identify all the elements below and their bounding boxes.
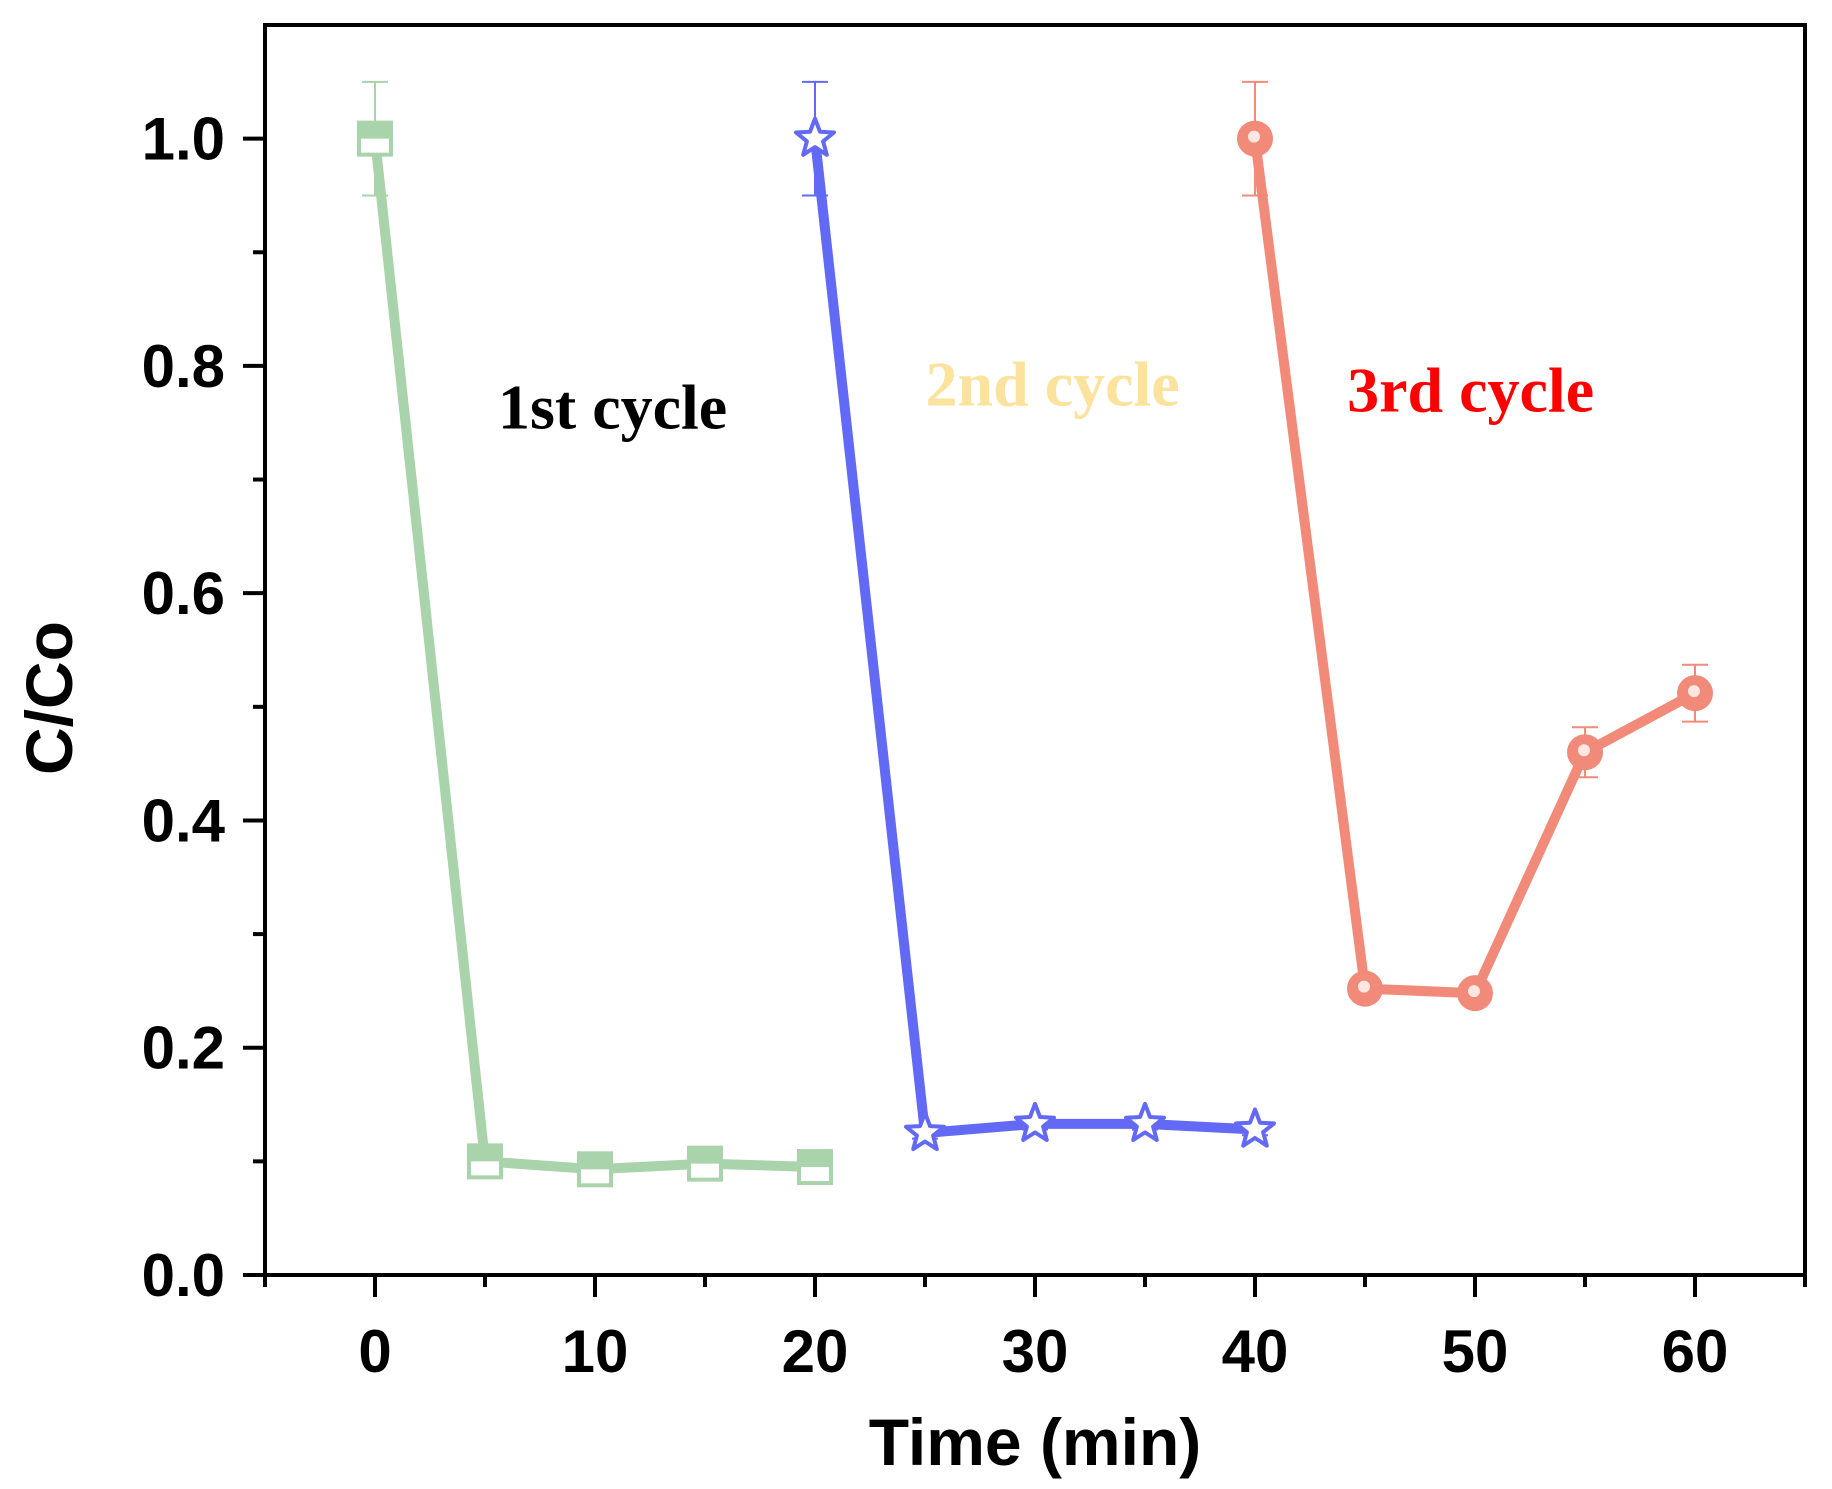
square-marker-fill bbox=[359, 122, 391, 139]
cycle-annotation: 1st cycle bbox=[498, 371, 727, 442]
axis-ticks bbox=[243, 136, 1807, 1297]
series-layer bbox=[357, 80, 1713, 1188]
circle-marker-highlight bbox=[1248, 130, 1260, 143]
square-marker-fill bbox=[799, 1151, 831, 1168]
circle-marker-highlight bbox=[1468, 985, 1480, 998]
data-point-square bbox=[467, 1143, 503, 1180]
series-3 bbox=[1237, 80, 1713, 1012]
x-axis-title: Time (min) bbox=[869, 1405, 1201, 1479]
x-tick-label: 50 bbox=[1442, 1318, 1509, 1385]
y-tick-label: 0.4 bbox=[142, 787, 226, 854]
data-point-square bbox=[687, 1145, 723, 1182]
circle-marker-highlight bbox=[1578, 744, 1590, 757]
data-point-star bbox=[1234, 1107, 1276, 1148]
data-point-star bbox=[794, 116, 836, 157]
y-tick-label: 0.6 bbox=[142, 560, 225, 627]
data-point-circle bbox=[1677, 675, 1713, 712]
data-point-square bbox=[357, 120, 393, 157]
series-line bbox=[1250, 137, 1698, 999]
star-marker bbox=[1234, 1107, 1276, 1148]
circle-marker-highlight bbox=[1358, 980, 1370, 993]
data-point-circle bbox=[1347, 970, 1383, 1007]
y-axis-title: C/Co bbox=[12, 621, 86, 775]
x-tick-label: 30 bbox=[1002, 1318, 1069, 1385]
series-line bbox=[370, 138, 816, 1175]
data-point-star bbox=[1014, 1101, 1056, 1142]
series-2 bbox=[794, 80, 1276, 1152]
y-tick-label: 1.0 bbox=[142, 106, 225, 173]
x-tick-label: 60 bbox=[1662, 1318, 1729, 1385]
x-tick-label: 10 bbox=[562, 1318, 629, 1385]
tick-labels: 0 10 20 30 40 50 60 0.0 0.2 0.4 0.6 0.8 1.0 bbox=[142, 106, 1729, 1385]
data-point-star bbox=[904, 1111, 946, 1152]
y-tick-label: 0.8 bbox=[142, 333, 225, 400]
series-1 bbox=[357, 80, 833, 1188]
x-tick-label: 0 bbox=[358, 1318, 391, 1385]
square-marker-fill bbox=[469, 1145, 501, 1162]
data-point-circle bbox=[1457, 975, 1493, 1012]
plot-frame bbox=[263, 23, 1807, 1277]
x-tick-label: 40 bbox=[1222, 1318, 1289, 1385]
data-point-circle bbox=[1237, 120, 1273, 157]
square-marker-fill bbox=[689, 1147, 721, 1164]
data-point-star bbox=[1124, 1101, 1166, 1142]
data-point-square bbox=[577, 1151, 613, 1188]
y-tick-label: 0.0 bbox=[142, 1242, 225, 1309]
annotations: 1st cycle 2nd cycle 3rd cycle bbox=[498, 349, 1594, 443]
data-point-circle bbox=[1567, 734, 1603, 771]
x-tick-label: 20 bbox=[782, 1318, 849, 1385]
star-marker bbox=[794, 116, 836, 157]
cycle-annotation: 2nd cycle bbox=[926, 349, 1180, 420]
square-marker-fill bbox=[579, 1153, 611, 1170]
series-line bbox=[810, 138, 1256, 1138]
star-marker bbox=[1124, 1101, 1166, 1142]
star-marker bbox=[904, 1111, 946, 1152]
y-tick-label: 0.2 bbox=[142, 1015, 225, 1082]
star-marker bbox=[1014, 1101, 1056, 1142]
data-point-square bbox=[797, 1149, 833, 1186]
cycle-annotation: 3rd cycle bbox=[1347, 354, 1594, 425]
circle-marker-highlight bbox=[1688, 685, 1700, 698]
